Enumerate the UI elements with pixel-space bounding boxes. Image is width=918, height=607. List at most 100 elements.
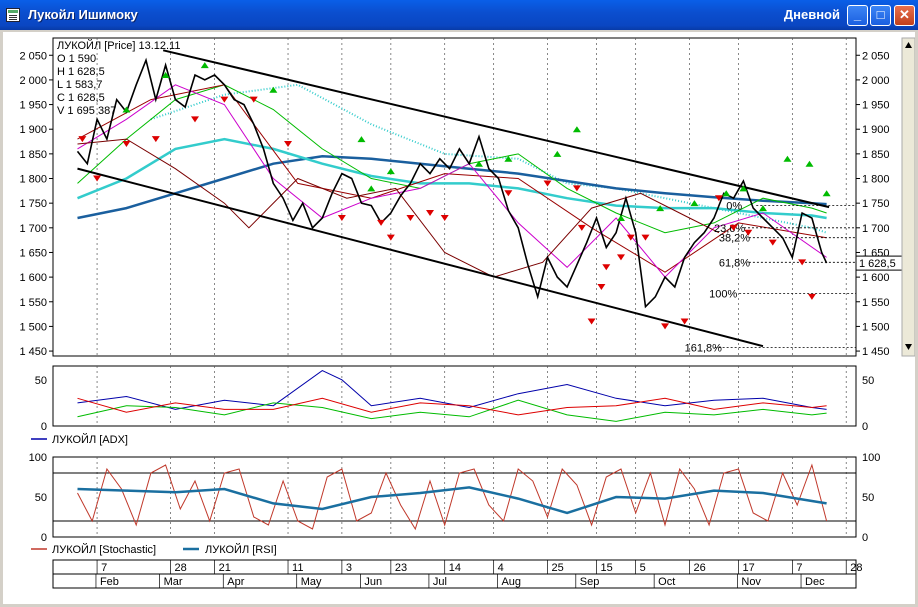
fibonacci-level-label: 23,6%: [714, 223, 745, 235]
close-icon: ✕: [899, 7, 910, 22]
sell-signal-arrow: [798, 259, 807, 266]
price-tick-label-left: 1 650: [19, 247, 47, 259]
info-open: O 1 590: [57, 53, 96, 65]
adx-series-line: [77, 399, 827, 422]
sell-signal-arrow: [93, 175, 102, 182]
buy-signal-arrow: [553, 150, 562, 157]
chart-app-icon[interactable]: [6, 8, 20, 22]
price-panel[interactable]: 2 050 2 000 1 950 1 900 1 850 1 800 1 750 1 700…: [19, 37, 915, 358]
date-day-label: 5: [640, 562, 646, 574]
price-tick-label-left: 1 950: [19, 100, 47, 112]
adx-series-line: [77, 370, 827, 410]
scroll-up-icon[interactable]: [905, 42, 912, 48]
buy-signal-arrow: [504, 155, 513, 162]
date-day-label: 7: [101, 562, 107, 574]
sell-signal-arrow: [577, 224, 586, 231]
adx-tick-label-left: 50: [35, 375, 47, 387]
sell-signal-arrow: [744, 229, 753, 236]
title-bar[interactable]: Лукойл Ишимоку Дневной _ □ ✕: [0, 0, 918, 30]
adx-tick-label-right: 50: [862, 375, 874, 387]
price-tick-label-left: 1 850: [19, 149, 47, 161]
sell-signal-arrow: [602, 264, 611, 271]
sell-signal-arrow: [641, 234, 650, 241]
sell-signal-arrow: [597, 283, 606, 290]
date-month-label: Aug: [501, 576, 521, 588]
kijun-sen-line: [77, 84, 827, 273]
date-month-label: Dec: [805, 576, 825, 588]
sell-signal-arrow: [729, 224, 738, 231]
buy-signal-arrow: [572, 126, 581, 133]
sell-signal-arrow: [587, 318, 596, 325]
date-ticks: 7 28 21 11 3 23 14 4 25 15 5 26 17 7 28 Feb Mar Apr May Jun…: [95, 560, 862, 588]
scroll-down-icon[interactable]: [905, 344, 912, 350]
buy-signal-arrow: [739, 185, 748, 192]
stochastic-line: [77, 463, 828, 531]
price-subtitle: ЛУКОЙЛ [Price] 13.12.11: [57, 39, 180, 52]
adx-tick-label-right: 0: [862, 421, 868, 433]
buy-signal-arrow: [822, 190, 831, 197]
sell-signal-arrow: [386, 234, 395, 241]
adx-legend: ЛУКОЙЛ [ADX]: [52, 433, 128, 446]
sell-signal-arrow: [377, 219, 386, 226]
rsi-legend: ЛУКОЙЛ [RSI]: [205, 543, 277, 556]
price-tick-label-left: 1 800: [19, 174, 47, 186]
sell-signal-arrow: [284, 141, 293, 147]
minimize-icon: _: [853, 7, 862, 22]
date-day-label: 26: [694, 562, 706, 574]
price-tick-label-left: 2 050: [19, 50, 47, 62]
window-title: Лукойл Ишимоку: [28, 7, 138, 22]
sell-signal-arrow: [440, 214, 449, 221]
stochastic-legend: ЛУКОЙЛ [Stochastic]: [52, 543, 156, 556]
buy-signal-arrow: [269, 86, 278, 93]
buy-signal-arrow: [616, 214, 625, 221]
chart-area[interactable]: 2 050 2 000 1 950 1 900 1 850 1 800 1 750 1 700…: [3, 32, 915, 604]
price-tick-label-right: 1 450: [862, 346, 890, 358]
price-tick-label-right: 1 850: [862, 149, 890, 161]
date-day-label: 23: [395, 562, 407, 574]
slow-moving-average-line: [77, 155, 827, 220]
sell-signal-arrow: [190, 116, 199, 123]
sell-signal-arrow: [220, 96, 229, 103]
maximize-button[interactable]: □: [870, 5, 891, 26]
sell-signal-arrow: [151, 136, 160, 143]
price-tick-label-left: 2 000: [19, 75, 47, 87]
date-day-label: 11: [292, 562, 303, 574]
sell-signal-arrow: [626, 234, 635, 241]
price-tick-label-left: 1 500: [19, 321, 47, 333]
rsi-line: [77, 486, 827, 515]
close-button[interactable]: ✕: [894, 5, 915, 26]
date-month-label: Jun: [364, 576, 382, 588]
sell-signal-arrow: [768, 239, 777, 246]
date-day-label: 14: [449, 562, 461, 574]
price-tick-label-right: 1 800: [862, 174, 890, 186]
date-axis[interactable]: 7 28 21 11 3 23 14 4 25 15 5 26 17 7 28 Feb Mar Apr May Jun…: [52, 559, 862, 589]
sell-signal-arrow: [337, 214, 346, 221]
buy-signal-arrow: [690, 200, 699, 207]
date-day-label: 21: [219, 562, 231, 574]
price-tick-label-left: 1 700: [19, 223, 47, 235]
channel-lower-line: [77, 167, 764, 348]
adx-grid: [96, 366, 847, 426]
buy-signal-arrow: [161, 71, 170, 78]
minimize-button[interactable]: _: [847, 5, 868, 26]
sell-signal-arrow: [661, 323, 670, 330]
buy-signal-arrow: [122, 106, 131, 113]
date-day-label: 25: [552, 562, 564, 574]
oscillator-series: [77, 463, 828, 531]
price-tick-label-right: 2 050: [862, 50, 890, 62]
oscillator-plot-frame: [52, 456, 857, 538]
scrollbar-track[interactable]: [901, 37, 915, 357]
price-tick-label-right: 1 950: [862, 100, 890, 112]
channel-upper-line: [162, 49, 830, 209]
oscillator-tick-label-right: 50: [862, 492, 874, 504]
adx-panel[interactable]: 50 50 0 0 ЛУКОЙЛ [ADX]: [3, 363, 915, 446]
price-tick-label-right: 1 600: [862, 272, 890, 284]
date-month-label: Apr: [227, 576, 244, 588]
adx-y-axis: 50 50 0 0: [35, 375, 875, 433]
buy-signal-arrow: [758, 205, 767, 212]
oscillator-panel[interactable]: 100 100 50 50 0 0 ЛУКОЙЛ [Stochastic] ЛУКОЙЛ …: [29, 452, 881, 556]
price-scrollbar[interactable]: [901, 37, 915, 357]
sell-signal-arrow: [122, 141, 131, 147]
fibonacci-level-label: 100%: [709, 288, 737, 300]
